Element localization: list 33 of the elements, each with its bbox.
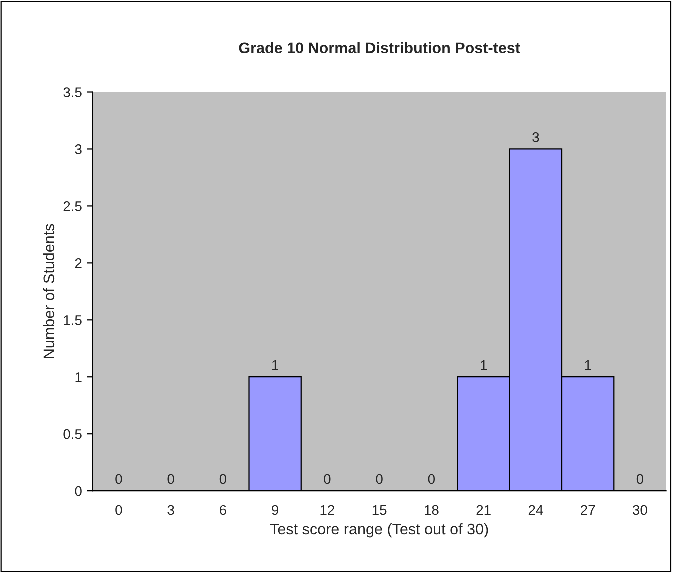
y-tick-label: 3 bbox=[75, 144, 82, 154]
x-tick-label: 15 bbox=[372, 505, 387, 516]
y-tick-label: 1.5 bbox=[64, 316, 82, 326]
y-axis-title: Number of Students bbox=[43, 224, 55, 358]
data-label: 0 bbox=[376, 474, 383, 484]
data-label: 0 bbox=[636, 474, 644, 484]
data-label: 0 bbox=[428, 474, 436, 484]
data-label: 3 bbox=[532, 132, 540, 142]
x-tick-label: 12 bbox=[320, 505, 334, 516]
y-tick-label: 3.5 bbox=[64, 88, 82, 98]
data-label: 1 bbox=[272, 360, 279, 370]
data-label: 0 bbox=[324, 474, 331, 484]
data-label: 1 bbox=[585, 360, 592, 370]
x-tick-label: 6 bbox=[220, 505, 226, 516]
y-tick-label: 0 bbox=[75, 486, 82, 496]
data-label: 0 bbox=[220, 474, 227, 484]
y-tick-label: 2.5 bbox=[64, 202, 82, 212]
x-tick-label: 3 bbox=[168, 505, 174, 516]
y-tick-label: 0.5 bbox=[64, 429, 82, 440]
x-tick-label: 24 bbox=[528, 505, 544, 516]
x-tick-label: 0 bbox=[116, 505, 122, 516]
data-label: 1 bbox=[481, 360, 488, 370]
data-label: 0 bbox=[116, 474, 122, 484]
x-axis-title: Test score range (Test out of 30) bbox=[270, 523, 488, 538]
y-tick-label: 1 bbox=[76, 372, 82, 382]
x-tick-label: 21 bbox=[476, 505, 491, 516]
x-tick-label: 18 bbox=[425, 505, 439, 516]
x-tick-label: 30 bbox=[633, 505, 648, 516]
y-tick-label: 2 bbox=[75, 258, 82, 268]
x-tick-label: 27 bbox=[581, 505, 596, 516]
data-label: 0 bbox=[168, 474, 174, 484]
x-tick-label: 9 bbox=[272, 505, 279, 516]
chart-title: Grade 10 Normal Distribution Post-test bbox=[239, 42, 520, 54]
